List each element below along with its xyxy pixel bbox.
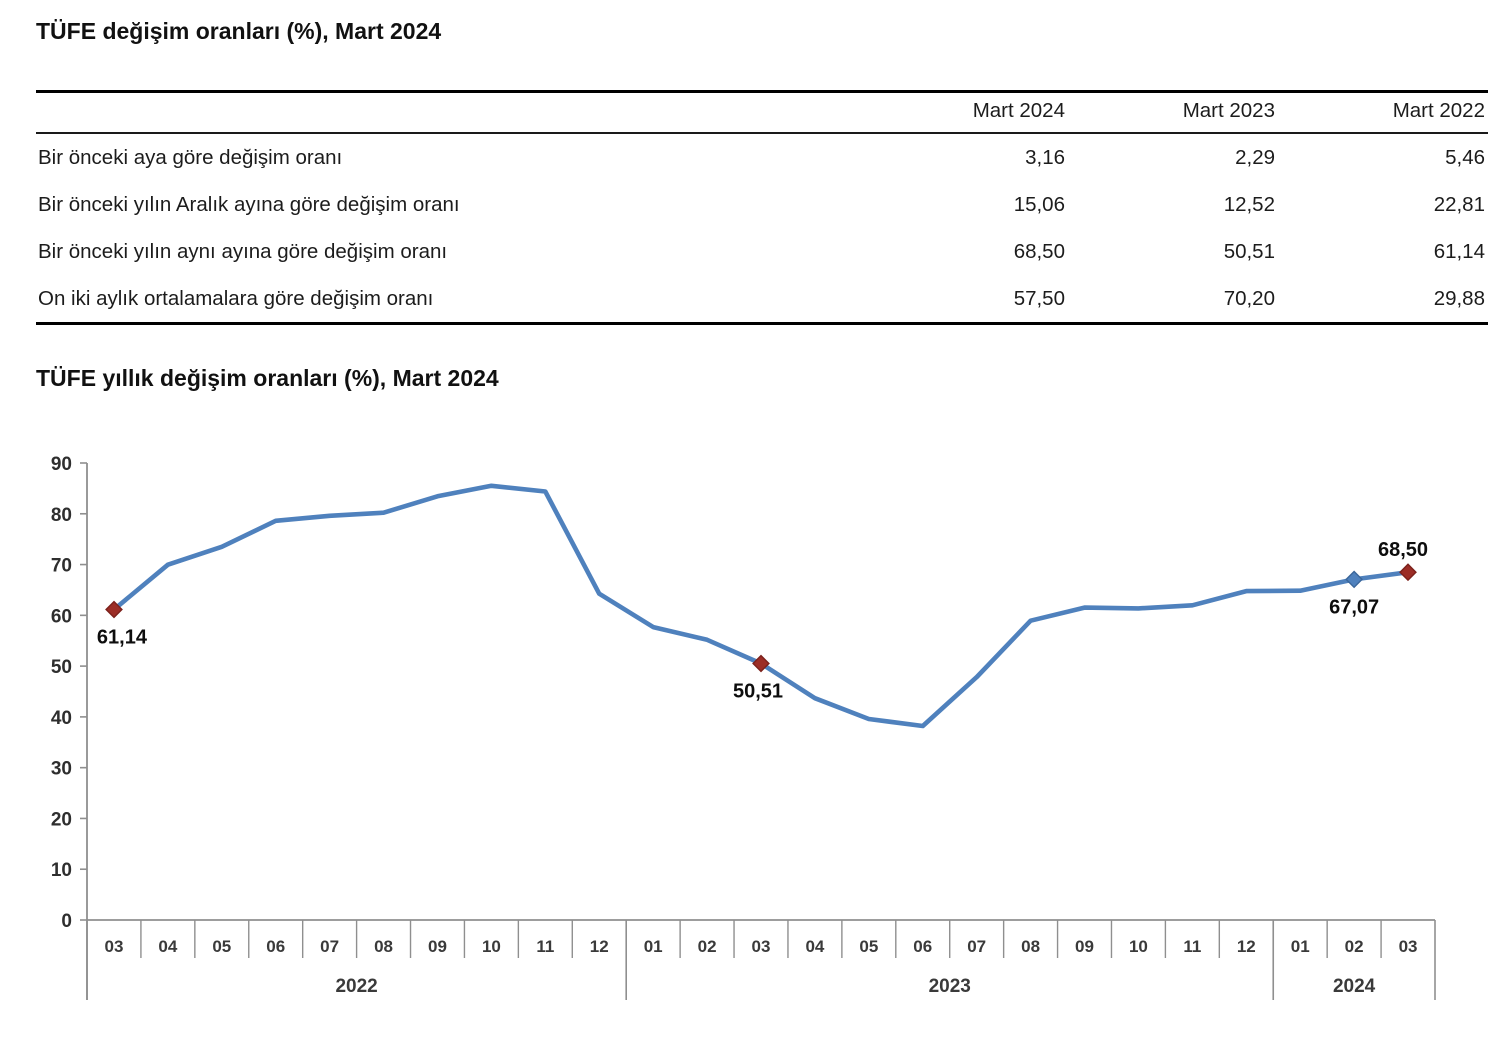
table-row: Bir önceki aya göre değişim oranı 3,16 2,2… — [36, 133, 1488, 181]
x-month-label: 10 — [482, 937, 501, 956]
marker-diamond — [1345, 570, 1364, 589]
y-tick-label: 30 — [51, 759, 72, 780]
y-tick-label: 80 — [51, 505, 72, 526]
y-tick-label: 60 — [51, 606, 72, 627]
x-month-label: 04 — [805, 937, 824, 956]
x-month-label: 10 — [1129, 937, 1148, 956]
row-value: 68,50 — [1013, 239, 1065, 263]
row-value: 12,52 — [1223, 192, 1275, 216]
row-value: 2,29 — [1235, 145, 1275, 169]
row-value: 50,51 — [1223, 239, 1275, 263]
x-month-label: 11 — [1183, 937, 1201, 956]
marker-diamond — [1399, 563, 1417, 582]
x-month-label: 05 — [212, 937, 231, 956]
rates-table-container: Mart 2024 Mart 2023 Mart 2022 Bir önceki a… — [36, 90, 1488, 325]
x-month-label: 02 — [1345, 937, 1364, 956]
x-month-label: 08 — [374, 937, 393, 956]
point-label: 68,50 — [1378, 539, 1428, 561]
marker-diamond — [752, 654, 770, 673]
x-year-label: 2022 — [335, 976, 377, 997]
point-label: 50,51 — [733, 681, 783, 703]
x-month-label: 08 — [1021, 937, 1040, 956]
column-header: Mart 2023 — [1068, 91, 1278, 134]
x-month-label: 01 — [644, 937, 663, 956]
table-corner-cell — [36, 91, 858, 134]
column-header: Mart 2022 — [1278, 91, 1488, 134]
x-month-label: 06 — [266, 937, 285, 956]
y-tick-label: 0 — [61, 911, 72, 932]
x-month-label: 12 — [1237, 937, 1256, 956]
row-value: 61,14 — [1433, 239, 1485, 263]
y-tick-label: 70 — [51, 556, 72, 577]
x-month-label: 09 — [428, 937, 447, 956]
point-label: 67,07 — [1329, 596, 1379, 618]
rates-table: Mart 2024 Mart 2023 Mart 2022 Bir önceki a… — [36, 90, 1488, 325]
row-value: 22,81 — [1433, 192, 1485, 216]
x-month-label: 01 — [1291, 937, 1310, 956]
y-tick-label: 90 — [51, 454, 72, 475]
marker-diamond — [105, 600, 123, 619]
row-label: Bir önceki aya göre değişim oranı — [38, 145, 343, 169]
y-tick-label: 50 — [51, 657, 72, 678]
x-month-label: 03 — [104, 937, 123, 956]
point-label: 61,14 — [97, 627, 148, 649]
x-month-label: 03 — [1399, 937, 1418, 956]
table-row: Bir önceki yılın Aralık ayına göre değiş… — [36, 181, 1488, 228]
annual-change-chart-container: 0 10 20 30 40 50 60 70 80 90 03 04 05 06 07 08 09 10 11 12 2… — [0, 438, 1512, 1038]
x-month-label: 11 — [536, 937, 554, 956]
x-month-label: 03 — [752, 937, 771, 956]
x-month-label: 09 — [1075, 937, 1094, 956]
x-month-label: 06 — [913, 937, 932, 956]
x-month-label: 05 — [859, 937, 878, 956]
row-value: 3,16 — [1025, 145, 1065, 169]
table-row: Bir önceki yılın aynı ayına göre değişim… — [36, 228, 1488, 275]
y-tick-label: 40 — [51, 708, 72, 729]
x-month-label: 04 — [158, 937, 177, 956]
y-tick-label: 20 — [51, 809, 72, 830]
rates-table-body: Bir önceki aya göre değişim oranı 3,16 2,2… — [36, 133, 1488, 324]
column-header: Mart 2024 — [858, 91, 1068, 134]
row-value: 70,20 — [1223, 286, 1275, 310]
row-label: Bir önceki yılın Aralık ayına göre değiş… — [38, 192, 460, 216]
row-value: 29,88 — [1433, 286, 1485, 310]
x-month-label: 07 — [320, 937, 339, 956]
x-year-label: 2024 — [1333, 976, 1376, 997]
rates-table-header: Mart 2024 Mart 2023 Mart 2022 — [36, 91, 1488, 134]
row-label: Bir önceki yılın aynı ayına göre değişim… — [38, 239, 448, 263]
row-value: 57,50 — [1013, 286, 1065, 310]
x-month-label: 02 — [698, 937, 717, 956]
row-label: On iki aylık ortalamalara göre değişim o… — [38, 286, 434, 310]
table-header-row: Mart 2024 Mart 2023 Mart 2022 — [36, 91, 1488, 134]
table-section-title: TÜFE değişim oranları (%), Mart 2024 — [36, 18, 442, 44]
x-month-label: 07 — [967, 937, 986, 956]
x-month-label: 12 — [590, 937, 609, 956]
table-row: On iki aylık ortalamalara göre değişim o… — [36, 275, 1488, 324]
row-value: 5,46 — [1445, 145, 1485, 169]
x-year-label: 2023 — [929, 976, 971, 997]
chart-section-title: TÜFE yıllık değişim oranları (%), Mart 2… — [36, 365, 499, 391]
y-tick-label: 10 — [51, 860, 72, 881]
row-value: 15,06 — [1013, 192, 1065, 216]
